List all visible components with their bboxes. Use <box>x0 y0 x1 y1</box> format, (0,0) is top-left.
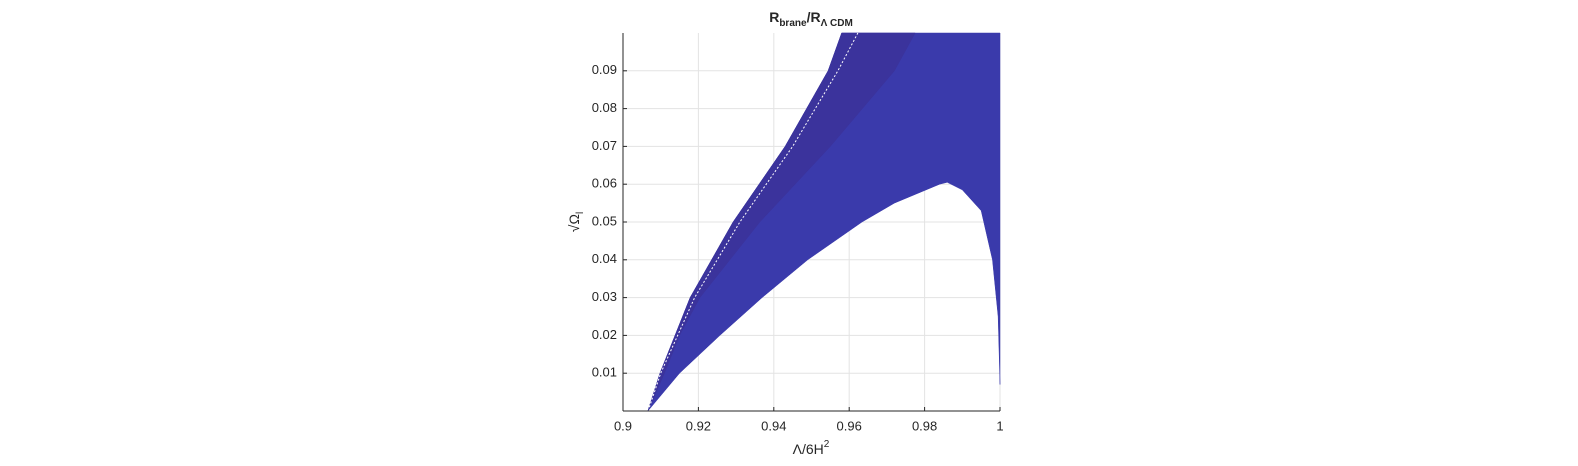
y-tick-label: 0.05 <box>592 213 617 228</box>
x-tick-label: 0.96 <box>837 418 862 433</box>
x-axis-label: Λ/6H2 <box>793 439 830 457</box>
label-part: R <box>769 9 779 25</box>
y-tick-label: 0.04 <box>592 251 617 266</box>
label-part: /R <box>807 9 821 25</box>
y-tick-label: 0.03 <box>592 289 617 304</box>
y-tick-label: 0.09 <box>592 62 617 77</box>
x-tick-label: 0.94 <box>761 418 786 433</box>
y-tick-label: 0.01 <box>592 365 617 380</box>
label-part: 2 <box>824 439 830 450</box>
x-tick-label: 1 <box>996 418 1003 433</box>
label-part: Λ CDM <box>821 18 853 29</box>
filled-region <box>647 32 916 412</box>
y-tick-label: 0.06 <box>592 176 617 191</box>
y-tick-label: 0.08 <box>592 100 617 115</box>
x-tick-label: 0.9 <box>614 418 632 433</box>
label-part: √Ω <box>566 214 582 232</box>
y-axis-label: √Ωl <box>566 212 586 232</box>
x-tick-label: 0.98 <box>912 418 937 433</box>
y-tick-label: 0.02 <box>592 327 617 342</box>
y-tick-label: 0.07 <box>592 138 617 153</box>
label-part: l <box>575 212 586 214</box>
x-tick-label: 0.92 <box>686 418 711 433</box>
label-part: Λ/6H <box>793 441 824 457</box>
chart-title: Rbrane/RΛ CDM <box>769 9 853 29</box>
label-part: brane <box>779 18 807 29</box>
